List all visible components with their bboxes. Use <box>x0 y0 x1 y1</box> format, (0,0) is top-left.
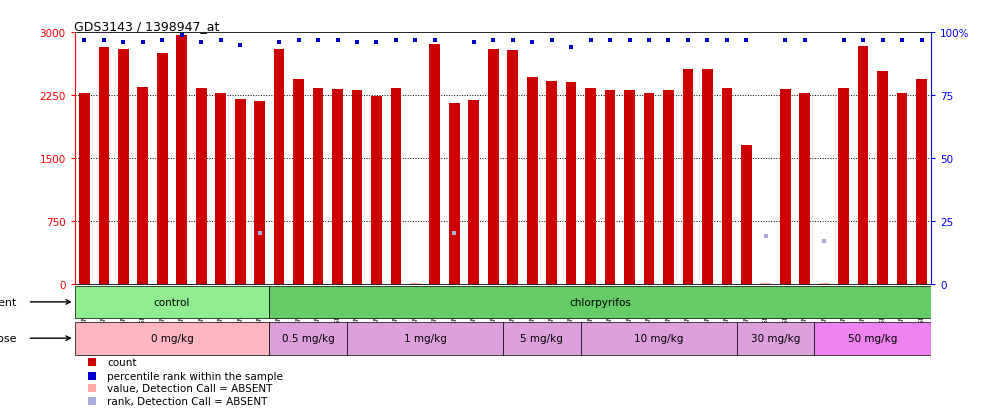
Bar <box>75 322 269 355</box>
Text: dose: dose <box>0 333 17 343</box>
Text: control: control <box>153 297 190 307</box>
Bar <box>269 286 931 318</box>
Bar <box>546 82 557 284</box>
Bar <box>877 71 888 284</box>
Bar <box>75 286 269 318</box>
Bar <box>663 91 674 284</box>
Text: percentile rank within the sample: percentile rank within the sample <box>108 371 283 381</box>
Text: rank, Detection Call = ABSENT: rank, Detection Call = ABSENT <box>108 396 268 406</box>
Bar <box>741 145 752 284</box>
Text: 50 mg/kg: 50 mg/kg <box>849 333 897 343</box>
Bar <box>79 93 90 284</box>
Text: 0 mg/kg: 0 mg/kg <box>150 333 193 343</box>
Bar <box>429 45 440 284</box>
Text: 0.5 mg/kg: 0.5 mg/kg <box>282 333 335 343</box>
Bar <box>176 36 187 284</box>
Bar <box>503 322 581 355</box>
Bar <box>800 93 810 284</box>
Text: 10 mg/kg: 10 mg/kg <box>634 333 683 343</box>
Bar <box>605 91 616 284</box>
Bar <box>254 102 265 284</box>
Bar <box>468 101 479 284</box>
Bar <box>390 89 401 284</box>
Text: GDS3143 / 1398947_at: GDS3143 / 1398947_at <box>74 20 219 33</box>
Bar <box>215 93 226 284</box>
Bar <box>586 89 596 284</box>
Text: count: count <box>108 357 136 367</box>
Bar <box>721 89 732 284</box>
Bar <box>118 50 128 284</box>
Bar <box>332 90 343 284</box>
Bar <box>507 51 518 284</box>
Text: 1 mg/kg: 1 mg/kg <box>403 333 446 343</box>
Bar <box>702 70 713 284</box>
Text: chlorpyrifos: chlorpyrifos <box>570 297 631 307</box>
Bar <box>839 89 849 284</box>
Bar <box>269 322 348 355</box>
Bar <box>624 91 634 284</box>
Bar <box>916 80 927 284</box>
Bar <box>581 322 737 355</box>
Bar <box>449 104 460 284</box>
Bar <box>858 47 869 284</box>
Bar <box>372 97 381 284</box>
Bar <box>313 89 324 284</box>
Bar <box>896 94 907 284</box>
Bar <box>274 50 285 284</box>
Bar <box>737 322 815 355</box>
Bar <box>815 322 931 355</box>
Text: value, Detection Call = ABSENT: value, Detection Call = ABSENT <box>108 383 273 393</box>
Bar <box>196 89 206 284</box>
Bar <box>235 100 246 284</box>
Text: 5 mg/kg: 5 mg/kg <box>521 333 564 343</box>
Bar <box>780 90 791 284</box>
Bar <box>682 70 693 284</box>
Bar <box>157 54 167 284</box>
Bar <box>527 77 538 284</box>
Bar <box>293 80 304 284</box>
Bar <box>352 91 363 284</box>
Bar <box>99 48 110 284</box>
Bar <box>643 93 654 284</box>
Bar <box>137 88 148 284</box>
Bar <box>566 83 577 284</box>
Bar <box>348 322 503 355</box>
Text: agent: agent <box>0 297 17 307</box>
Text: 30 mg/kg: 30 mg/kg <box>751 333 800 343</box>
Bar <box>488 50 499 284</box>
